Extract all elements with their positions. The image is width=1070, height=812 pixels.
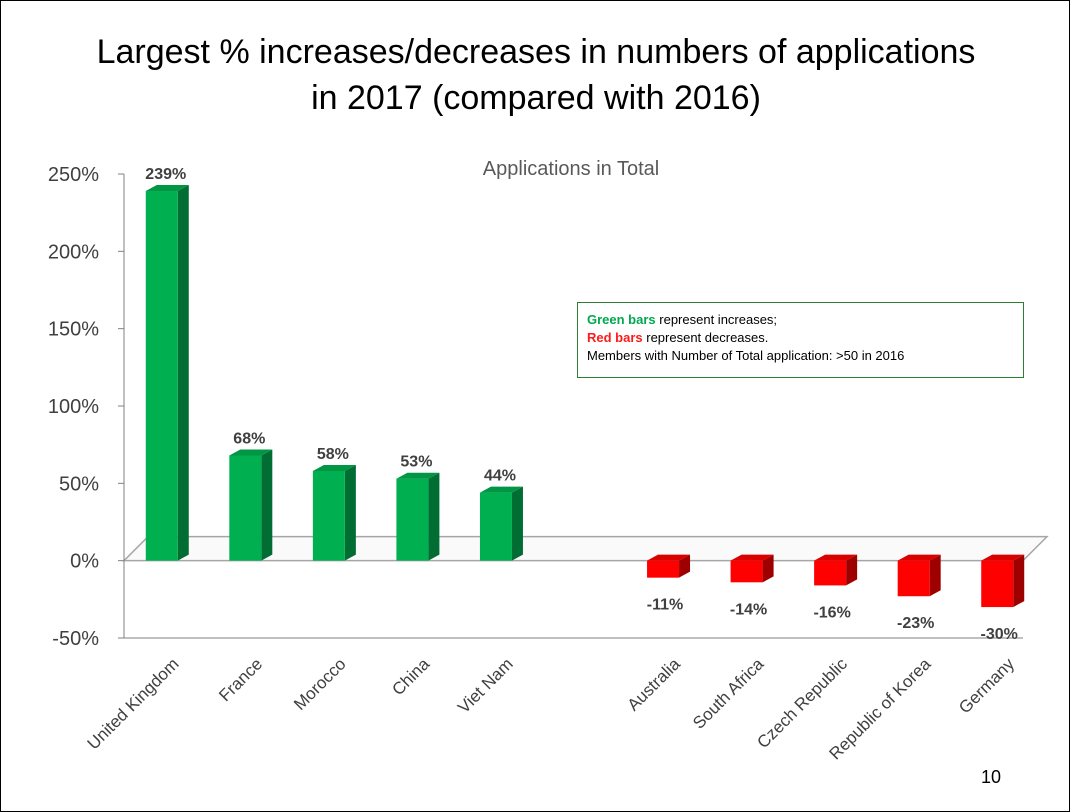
x-tick-label-australia: Australia <box>624 654 685 715</box>
slide-title-line-2: in 2017 (compared with 2016) <box>311 79 761 117</box>
bar-side-czech-republic <box>846 554 858 586</box>
data-label-france: 68% <box>233 430 265 447</box>
data-label-united-kingdom: 239% <box>145 166 186 183</box>
bar-top-czech-republic <box>814 554 858 561</box>
bar-france <box>229 455 262 561</box>
bar-morocco <box>312 470 345 561</box>
bar-australia <box>647 560 680 578</box>
bar-top-morocco <box>312 464 356 471</box>
legend-red-text: represent decreases. <box>642 330 769 345</box>
x-tick-label-south-africa: South Africa <box>689 654 768 733</box>
bar-top-united-kingdom <box>145 185 189 192</box>
x-tick-label-viet-nam: Viet Nam <box>454 654 517 717</box>
bar-viet-nam <box>479 492 512 561</box>
slide-title-line-1: Largest % increases/decreases in numbers… <box>96 33 976 71</box>
legend-green-label: Green bars <box>587 312 656 327</box>
y-tick-label: 0% <box>70 551 99 573</box>
data-label-australia: -11% <box>647 597 683 614</box>
x-tick-label-czech-republic: Czech Republic <box>753 654 851 752</box>
bar-side-australia <box>679 554 691 578</box>
bar-side-morocco <box>344 464 356 561</box>
y-tick-label: 50% <box>59 473 99 495</box>
data-label-china: 53% <box>400 454 432 471</box>
bar-top-viet-nam <box>479 486 523 493</box>
bar-side-viet-nam <box>511 486 523 561</box>
legend-increase-line: Green bars represent increases; <box>587 311 1023 329</box>
bar-top-germany <box>981 554 1025 561</box>
legend-note: Members with Number of Total application… <box>587 348 905 363</box>
y-tick-label: 250% <box>48 164 99 186</box>
legend-decrease-line: Red bars represent decreases. <box>587 329 1023 347</box>
bar-south-africa <box>730 560 763 583</box>
bar-side-germany <box>1013 554 1025 608</box>
data-label-czech-republic: -16% <box>813 604 850 621</box>
legend-green-text: represent increases; <box>655 312 778 327</box>
x-tick-label-united-kingdom: United Kingdom <box>84 654 183 753</box>
legend-note-box: Green bars represent increases; Red bars… <box>577 302 1024 378</box>
bar-czech-republic <box>814 560 847 586</box>
slide-title: Largest % increases/decreases in numbers… <box>61 29 1011 121</box>
x-tick-label-china: China <box>388 654 433 699</box>
y-tick-label: 200% <box>48 241 99 263</box>
data-label-south-africa: -14% <box>730 601 767 618</box>
bar-top-republic-of-korea <box>897 554 941 561</box>
data-label-republic-of-korea: -23% <box>897 615 934 632</box>
bar-top-china <box>396 472 440 479</box>
legend-red-label: Red bars <box>587 330 643 345</box>
y-tick-label: 150% <box>48 319 99 341</box>
bar-side-france <box>261 449 273 561</box>
bar-top-australia <box>647 554 691 561</box>
page-number: 10 <box>981 767 1002 787</box>
bar-side-china <box>428 472 440 561</box>
data-label-morocco: 58% <box>317 446 349 463</box>
bar-germany <box>981 560 1014 608</box>
x-tick-label-morocco: Morocco <box>290 654 350 714</box>
data-label-germany: -30% <box>981 626 1018 643</box>
x-tick-label-germany: Germany <box>955 654 1018 717</box>
bar-side-united-kingdom <box>177 185 189 561</box>
bar-top-south-africa <box>730 554 774 561</box>
bar-republic-of-korea <box>897 560 930 597</box>
y-tick-label: -50% <box>52 628 99 650</box>
bar-side-republic-of-korea <box>929 554 941 597</box>
x-tick-label-france: France <box>215 654 266 705</box>
bar-side-south-africa <box>762 554 774 583</box>
bar-united-kingdom <box>145 191 178 561</box>
data-label-viet-nam: 44% <box>484 468 516 485</box>
bar-china <box>396 478 429 561</box>
y-tick-label: 100% <box>48 396 99 418</box>
bar-top-france <box>229 449 273 456</box>
chart-title: Applications in Total <box>483 158 659 180</box>
